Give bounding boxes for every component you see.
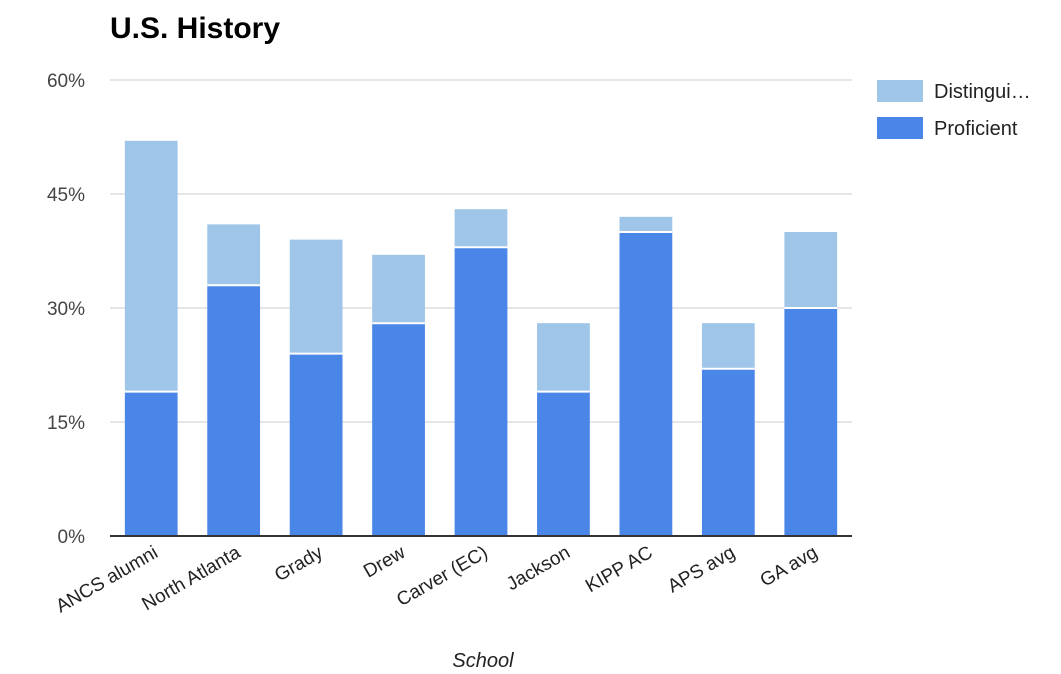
legend-swatch xyxy=(877,80,923,102)
y-axis-tick-labels: 0% 15% 30% 45% 60% xyxy=(47,71,85,548)
y-tick-label: 60% xyxy=(47,71,85,92)
bar-distinguished xyxy=(784,232,838,308)
bar-distinguished xyxy=(537,323,590,392)
bar-proficient xyxy=(619,232,673,536)
bar-distinguished xyxy=(619,216,673,232)
x-axis-title: School xyxy=(452,650,514,672)
y-tick-label: 30% xyxy=(47,299,85,320)
bar-proficient xyxy=(701,368,755,536)
legend: Distingui… Proficient xyxy=(877,80,1031,140)
x-category-label: Jackson xyxy=(503,542,574,595)
x-category-label: Drew xyxy=(360,542,409,582)
bar-proficient xyxy=(537,391,590,536)
x-category-label: GA avg xyxy=(757,542,821,591)
chart-title: U.S. History xyxy=(110,12,280,45)
x-category-label: Carver (EC) xyxy=(393,542,491,611)
x-category-label: KIPP AC xyxy=(582,542,656,597)
bar-distinguished xyxy=(207,224,261,286)
bar-distinguished xyxy=(124,140,178,392)
x-category-label: APS avg xyxy=(664,542,739,597)
bar-proficient xyxy=(289,353,343,536)
legend-swatch xyxy=(877,117,923,139)
legend-label: Proficient xyxy=(934,118,1018,140)
bar-proficient xyxy=(372,323,425,536)
bar-proficient xyxy=(124,391,178,536)
bar-proficient xyxy=(784,308,838,536)
bar-distinguished xyxy=(454,209,508,248)
y-tick-label: 45% xyxy=(47,185,85,206)
bar-distinguished xyxy=(289,239,343,354)
bar-proficient xyxy=(454,247,508,536)
bar-proficient xyxy=(207,285,261,536)
legend-label: Distingui… xyxy=(934,81,1031,103)
y-tick-label: 0% xyxy=(58,527,86,548)
bar-distinguished xyxy=(701,323,755,369)
bar-distinguished xyxy=(372,254,425,324)
bars xyxy=(124,140,838,536)
y-tick-label: 15% xyxy=(47,413,85,434)
x-category-label: Grady xyxy=(271,542,327,586)
